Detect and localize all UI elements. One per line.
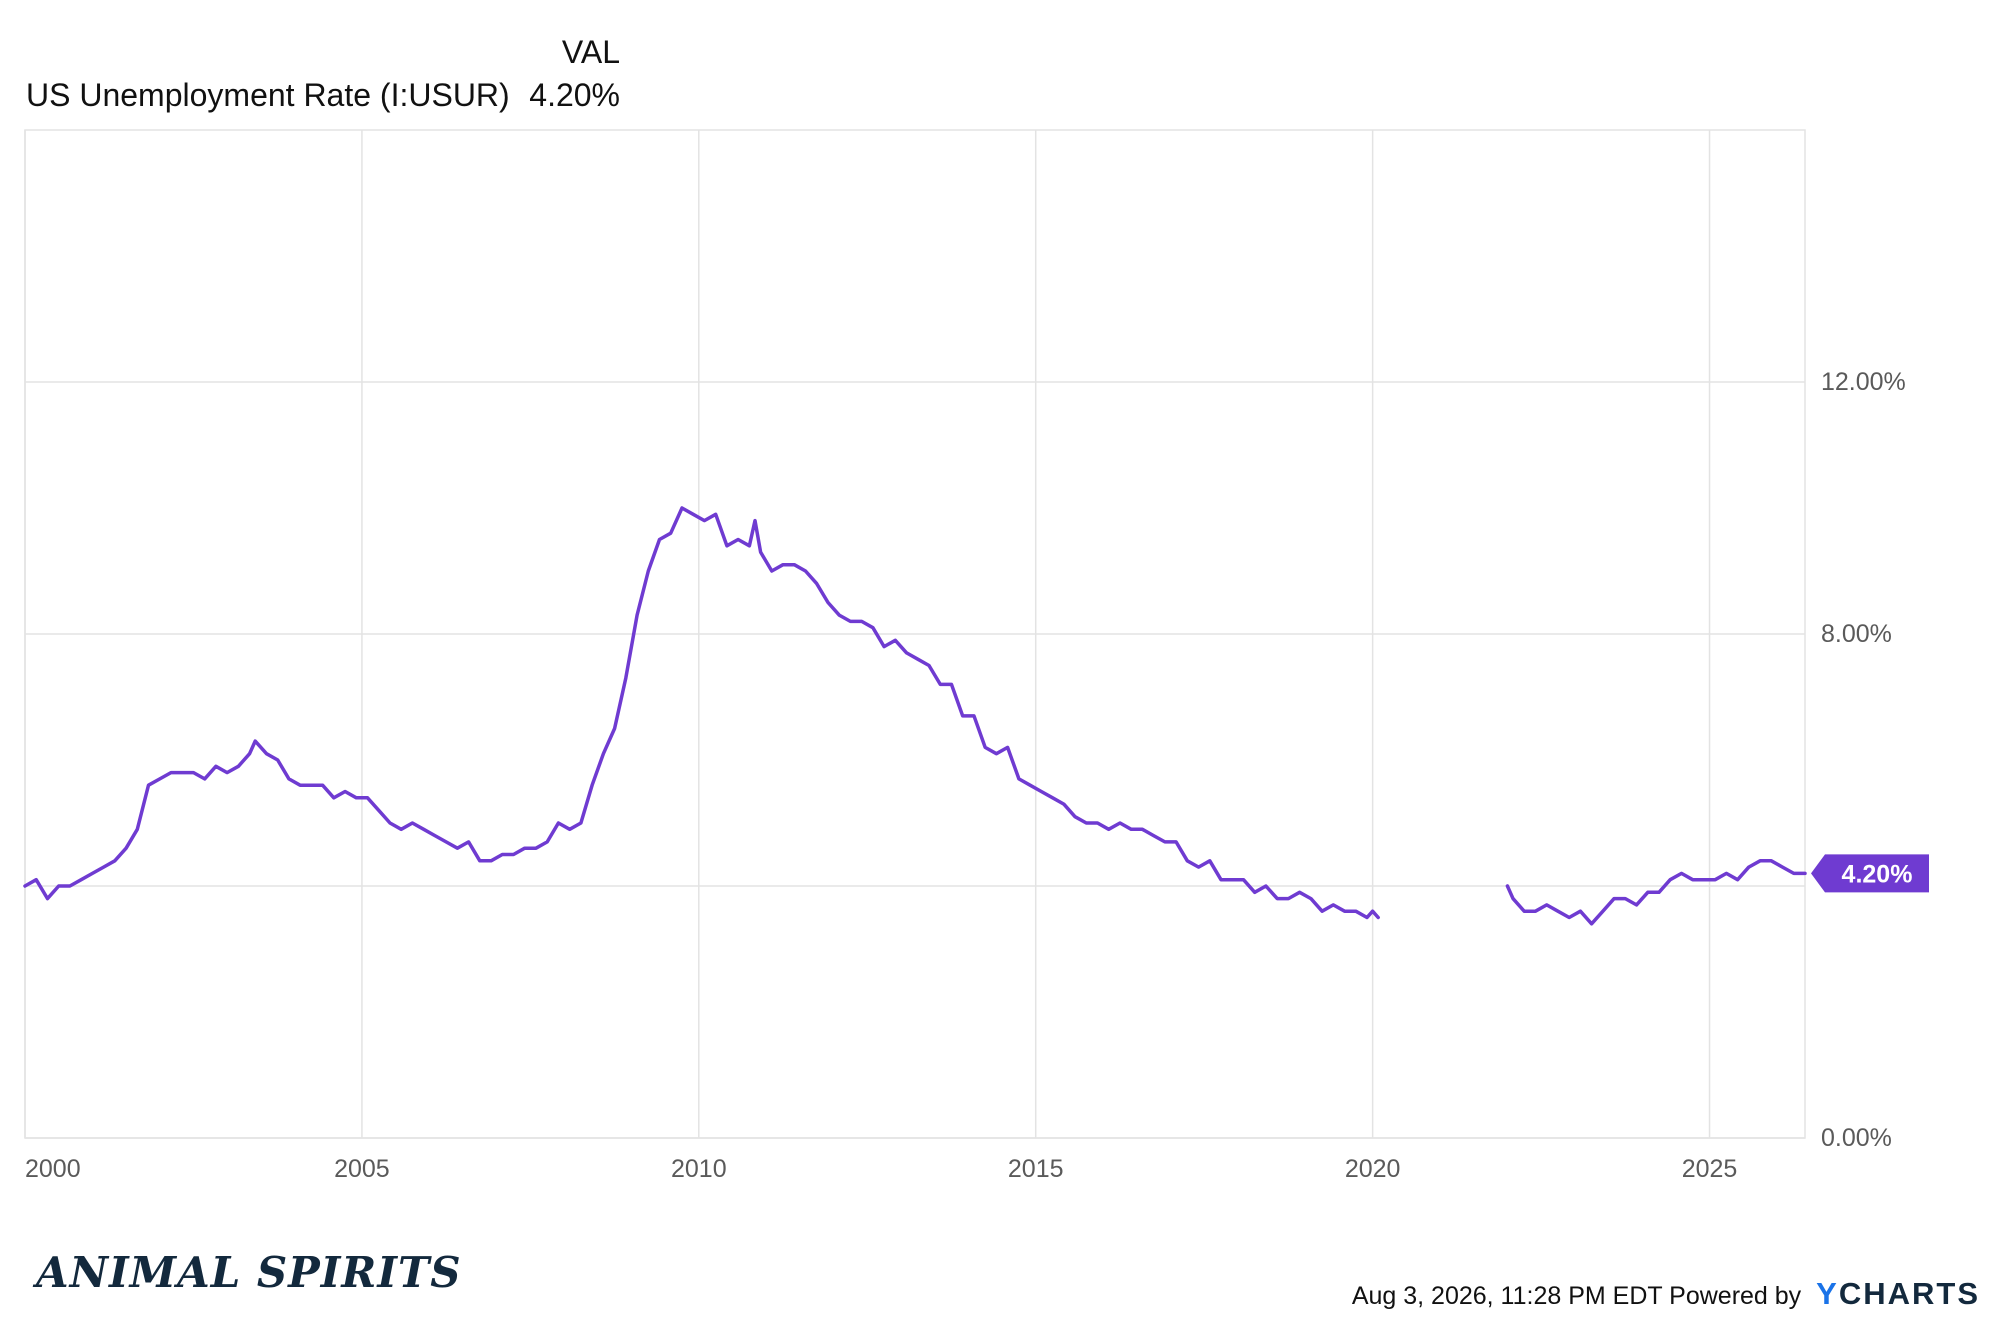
- ycharts-logo[interactable]: YCHARTS: [1816, 1276, 1980, 1311]
- x-tick-label: 2020: [1345, 1155, 1401, 1183]
- legend-series-value: 4.20%: [529, 77, 620, 113]
- last-value-label: 4.20%: [1842, 860, 1913, 888]
- x-tick-label: 2005: [334, 1155, 390, 1183]
- footer-timestamp: Aug 3, 2026, 11:28 PM EDT: [1351, 1282, 1663, 1310]
- legend: VAL US Unemployment Rate (I:USUR) 4.20%: [26, 34, 620, 113]
- grid: [24, 129, 1806, 1139]
- footer: Aug 3, 2026, 11:28 PM EDT Powered by YCH…: [1352, 1276, 1980, 1312]
- last-value-badge: 4.20%: [1811, 854, 1929, 893]
- series-line: [1505, 859, 1807, 926]
- legend-header: VAL: [562, 34, 620, 70]
- x-tick-label: 2015: [1008, 1155, 1064, 1183]
- x-tick-label: 2000: [25, 1155, 81, 1183]
- x-tick-label: 2010: [671, 1155, 727, 1183]
- footer-powered-by: Powered by: [1669, 1282, 1802, 1310]
- y-tick-label: 0.00%: [1821, 1124, 1892, 1152]
- ycharts-logo-rest: CHARTS: [1838, 1276, 1980, 1311]
- legend-series-name: US Unemployment Rate (I:USUR): [26, 77, 510, 113]
- series-line: [23, 506, 1380, 920]
- y-tick-label: 12.00%: [1821, 368, 1906, 396]
- x-tick-label: 2025: [1682, 1155, 1738, 1183]
- axes: 0.00% 8.00% 12.00% 2000 2005 2010 2015 2020 2025: [25, 368, 1906, 1183]
- series-lines: [23, 506, 1807, 926]
- y-tick-label: 8.00%: [1821, 620, 1892, 648]
- last-value-badge-bg: [1811, 854, 1929, 893]
- ycharts-logo-y: Y: [1816, 1276, 1839, 1311]
- animal-spirits-logo: ANIMAL SPIRITS: [36, 1248, 462, 1297]
